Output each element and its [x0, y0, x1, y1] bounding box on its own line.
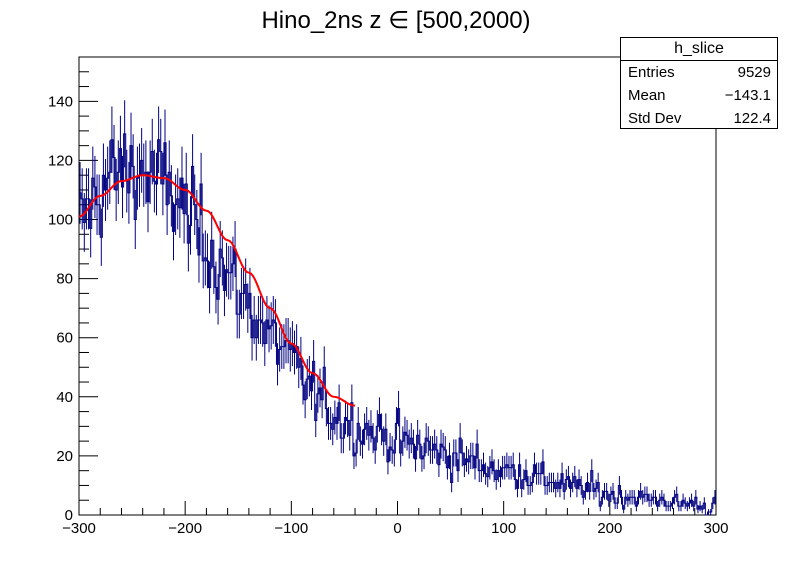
x-tick-label: 200	[597, 520, 622, 537]
stats-stddev-label: Std Dev	[628, 110, 682, 127]
stats-box: h_slice Entries 9529 Mean −143.1 Std Dev…	[620, 37, 778, 129]
y-tick-label: 20	[56, 448, 73, 465]
y-tick-label: 0	[65, 507, 73, 524]
y-tick-label: 100	[48, 212, 73, 229]
chart-title: Hino_2ns z ∈ [500,2000)	[261, 7, 530, 34]
stats-entries-row: Entries 9529	[621, 61, 777, 84]
x-tick-label: −200	[168, 520, 202, 537]
stats-mean-row: Mean −143.1	[621, 84, 777, 107]
x-tick-label: −300	[62, 520, 96, 537]
stats-mean-label: Mean	[628, 87, 666, 104]
x-tick-label: −100	[274, 520, 308, 537]
x-tick-label: 0	[393, 520, 401, 537]
y-tick-label: 40	[56, 389, 73, 406]
y-tick-label: 80	[56, 271, 73, 288]
stats-histogram-name: h_slice	[621, 38, 777, 61]
stats-entries-value: 9529	[737, 64, 771, 81]
x-tick-label: 100	[491, 520, 516, 537]
axis-ticks: −300 −200 −100 0 100 200 300 0 20 40 60 80 100 120 140	[48, 71, 729, 537]
x-tick-label: 300	[703, 520, 728, 537]
fit-curve-group	[78, 174, 356, 407]
fit-curve	[78, 174, 356, 407]
stats-mean-value: −143.1	[724, 87, 771, 104]
stats-stddev-value: 122.4	[733, 110, 771, 127]
y-tick-label: 140	[48, 93, 73, 110]
y-tick-label: 60	[56, 330, 73, 347]
histogram-outline	[79, 133, 716, 516]
stats-entries-label: Entries	[628, 64, 675, 81]
histogram-series	[79, 100, 716, 516]
stats-stddev-row: Std Dev 122.4	[621, 107, 777, 130]
y-tick-label: 120	[48, 152, 73, 169]
